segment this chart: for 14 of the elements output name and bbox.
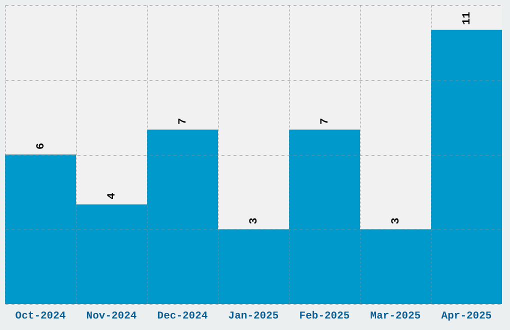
data-label: 3 [248,217,260,224]
x-tick-label: Feb-2025 [299,310,350,322]
x-tick-label: Nov-2024 [86,310,137,322]
data-label: 11 [462,11,474,25]
data-label: 6 [36,142,48,150]
x-tick-label: Mar-2025 [370,310,421,322]
data-label: 4 [106,192,118,200]
x-tick-label: Apr-2025 [441,310,492,322]
x-tick-label: Jan-2025 [228,310,279,322]
data-label: 7 [320,118,332,125]
x-tick-label: Dec-2024 [157,310,208,322]
x-tick-label: Oct-2024 [15,310,66,322]
data-label: 7 [178,118,190,125]
data-label: 3 [390,217,402,224]
